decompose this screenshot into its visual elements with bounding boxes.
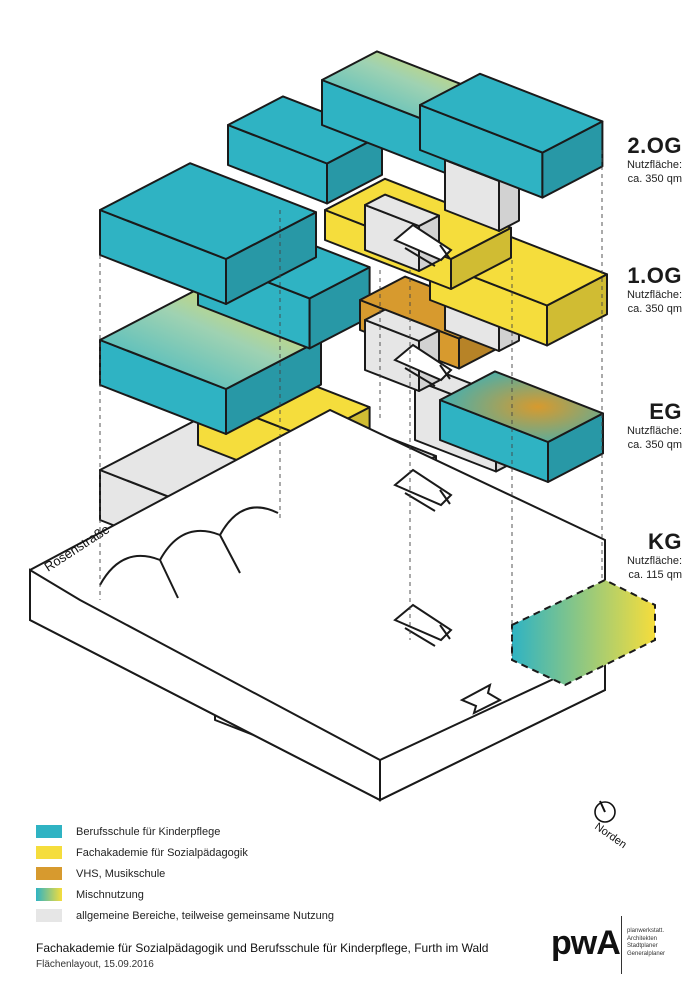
- floor-level: KG: [648, 529, 682, 554]
- og2-teal-left: [99, 162, 317, 305]
- document-title: Fachakademie für Sozialpädagogik und Ber…: [36, 941, 489, 955]
- floor-area-label: Nutzfläche:: [626, 159, 682, 171]
- floor-area-value: ca. 115 qm: [628, 569, 682, 581]
- floor-area-label: Nutzfläche:: [626, 425, 682, 437]
- og2-teal-right: [419, 72, 604, 199]
- legend-swatch: [36, 846, 62, 859]
- logo-text: planwerkstatt. Architekten Stadtplaner G…: [627, 928, 687, 958]
- floor-area-label: Nutzfläche:: [626, 289, 682, 301]
- floor-label-kg: KG Nutzfläche: ca. 115 qm: [627, 530, 682, 582]
- legend-swatch: [36, 888, 62, 901]
- legend-item: Fachakademie für Sozialpädagogik: [36, 843, 334, 862]
- legend-label: Mischnutzung: [76, 888, 144, 901]
- legend-label: VHS, Musikschule: [76, 867, 166, 880]
- eg-ochre-mix: [439, 370, 604, 483]
- legend-label: Berufsschule für Kinderpflege: [76, 825, 221, 838]
- logo-line: Generalplaner: [627, 950, 666, 957]
- stair-1: [393, 343, 453, 387]
- legend-label: allgemeine Bereiche, teilweise gemeinsam…: [76, 909, 335, 922]
- floor-area-label: Nutzfläche:: [626, 555, 682, 567]
- legend: Berufsschule für Kinderpflege Fachakadem…: [36, 822, 334, 927]
- og2-core-a-top-face: [364, 193, 440, 227]
- floor-level: EG: [649, 399, 682, 424]
- legend-item: Mischnutzung: [36, 885, 334, 904]
- floor-label-1og: 1.OG Nutzfläche: ca. 350 qm: [627, 264, 682, 316]
- logo-line: Architekten: [627, 935, 658, 942]
- legend-item: Berufsschule für Kinderpflege: [36, 822, 334, 841]
- floor-area-value: ca. 350 qm: [627, 303, 682, 315]
- og2-teal-right-top-face: [419, 72, 604, 154]
- legend-label: Fachakademie für Sozialpädagogik: [76, 846, 248, 859]
- north-arrow: Norden: [592, 800, 629, 852]
- vault-arches: [99, 506, 279, 599]
- north-label: Norden: [592, 821, 628, 852]
- legend-swatch: [36, 909, 62, 922]
- legend-item: VHS, Musikschule: [36, 864, 334, 883]
- floor-label-eg: EG Nutzfläche: ca. 350 qm: [627, 400, 682, 452]
- og2-teal-left-top-face: [99, 162, 317, 260]
- kg-dashed-area: [511, 578, 656, 687]
- og1-core-a-top-face: [364, 308, 440, 342]
- legend-swatch: [36, 825, 62, 838]
- logo-line: Stadtplaner: [627, 943, 658, 949]
- logo-line: planwerkstatt.: [627, 928, 665, 934]
- floor-area-value: ca. 350 qm: [627, 439, 682, 451]
- stair-2: [393, 468, 453, 512]
- legend-item: allgemeine Bereiche, teilweise gemeinsam…: [36, 906, 334, 925]
- og1-teal-mix: [99, 289, 322, 435]
- entrance-arrow: [459, 683, 503, 715]
- floor-area-value: ca. 350 qm: [627, 173, 682, 185]
- legend-swatch: [36, 867, 62, 880]
- stair-0: [393, 223, 453, 267]
- pwa-logo: pwA: [551, 924, 621, 962]
- document-subtitle: Flächenlayout, 15.09.2016: [36, 959, 154, 970]
- logo-divider: [621, 916, 622, 974]
- floor-label-2og: 2.OG Nutzfläche: ca. 350 qm: [627, 134, 682, 186]
- stair-3: [393, 603, 453, 647]
- floor-level: 2.OG: [627, 133, 682, 158]
- floor-level: 1.OG: [627, 263, 682, 288]
